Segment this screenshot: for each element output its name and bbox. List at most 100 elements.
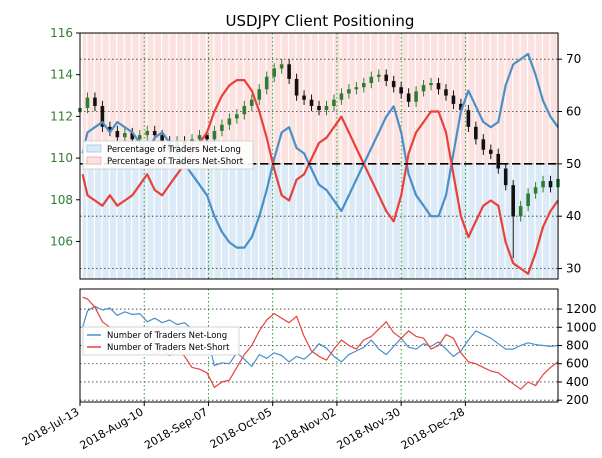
net-long-fill-slice xyxy=(296,163,303,279)
net-short-fill-slice xyxy=(184,33,191,164)
net-long-fill-slice xyxy=(139,163,147,279)
net-long-fill-slice xyxy=(154,163,161,279)
chart-title: USDJPY Client Positioning xyxy=(226,12,415,30)
candle-body xyxy=(264,76,269,90)
net-short-fill-slice xyxy=(117,33,124,164)
net-long-fill-slice xyxy=(229,163,236,279)
sentiment-tick-label: 40 xyxy=(566,209,581,223)
net-long-fill-slice xyxy=(490,163,498,279)
candle-body xyxy=(518,206,523,217)
net-short-fill-slice xyxy=(311,33,318,164)
net-short-fill-slice xyxy=(147,33,154,164)
net-long-fill-slice xyxy=(326,163,333,279)
net-short-fill-slice xyxy=(550,33,557,164)
net-short-fill-slice xyxy=(214,33,221,164)
net-long-fill-slice xyxy=(102,163,109,279)
net-long-percentage-line xyxy=(81,52,559,249)
price-tick-label: 106 xyxy=(50,234,73,248)
net-long-fill-slice xyxy=(281,163,288,279)
trader-count-tick-label: 1200 xyxy=(566,302,597,316)
candle-body xyxy=(160,135,164,142)
net-short-fill-slice xyxy=(319,33,326,164)
price-tick-label: 108 xyxy=(50,193,73,207)
net-long-fill-slice xyxy=(147,163,154,279)
net-long-fill-slice xyxy=(274,163,281,279)
net-short-fill-slice xyxy=(431,33,438,164)
legend-label-net-long: Percentage of Traders Net-Long xyxy=(107,145,241,155)
x-tick-label: 2018-Oct-05 xyxy=(208,405,274,451)
net-short-fill-slice xyxy=(199,33,206,164)
net-short-fill-slice xyxy=(206,33,214,164)
candle-body xyxy=(123,133,127,138)
net-short-fill-slice xyxy=(348,33,356,164)
candle-body xyxy=(548,181,553,188)
net-short-fill-slice xyxy=(423,33,430,164)
candle-body xyxy=(399,87,403,94)
net-short-fill-slice xyxy=(438,33,445,164)
candle-body xyxy=(414,91,418,102)
top-legend-box xyxy=(82,140,254,170)
net-short-fill-slice xyxy=(304,33,311,164)
net-long-fill-slice xyxy=(184,163,191,279)
x-tick-label: 2018-Sep-07 xyxy=(142,405,210,452)
net-long-fill-slice xyxy=(221,163,229,279)
net-short-fill-slice xyxy=(87,33,94,164)
price-tick-label: 112 xyxy=(50,109,73,123)
net-short-fill-slice xyxy=(169,33,176,164)
candle-body xyxy=(459,103,463,111)
net-short-fill-slice xyxy=(393,33,400,164)
net-short-fill-slice xyxy=(490,33,498,164)
net-short-fill-slice xyxy=(281,33,288,164)
net-short-fill-slice xyxy=(192,33,199,164)
net-short-fill-slice xyxy=(483,33,490,164)
net-long-fill-slice xyxy=(236,163,244,279)
net-short-fill-slice xyxy=(82,33,87,164)
net-long-fill-slice xyxy=(468,163,475,279)
candle-body xyxy=(466,110,471,127)
candle-body xyxy=(488,149,493,154)
bottom-legend: Number of Traders Net-Long Number of Tra… xyxy=(82,326,240,356)
candle-body xyxy=(145,130,150,136)
net-long-fill-slice xyxy=(289,163,296,279)
net-short-fill-slice xyxy=(401,33,408,164)
net-short-fill-slice xyxy=(221,33,229,164)
candle-body xyxy=(93,97,97,106)
net-long-fill-slice xyxy=(520,163,527,279)
net-short-fill-slice xyxy=(371,33,378,164)
net-short-fill-slice xyxy=(408,33,415,164)
net-short-fill-slice xyxy=(124,33,132,164)
x-tick-label: 2018-Dec-28 xyxy=(399,405,467,452)
sentiment-lines xyxy=(81,52,559,275)
net-short-fill-slice xyxy=(109,33,117,164)
net-long-fill-slice xyxy=(177,163,184,279)
legend-label-count-net-long: Number of Traders Net-Long xyxy=(107,331,227,341)
net-short-fill-slice xyxy=(296,33,303,164)
candle-body xyxy=(317,105,321,111)
candle-body xyxy=(332,99,336,106)
x-tick-label: 2018-Aug-10 xyxy=(78,405,146,452)
sentiment-tick-label: 70 xyxy=(566,52,581,66)
candle-body xyxy=(249,99,254,106)
trader-count-tick-label: 1000 xyxy=(566,320,597,334)
net-short-fill-slice xyxy=(498,33,505,164)
candle-body xyxy=(511,185,515,217)
net-long-fill-slice xyxy=(550,163,557,279)
net-short-fill-slice xyxy=(475,33,483,164)
trader-count-tick-label: 400 xyxy=(566,375,589,389)
legend-swatch-net-long xyxy=(86,144,102,153)
net-long-fill-slice xyxy=(117,163,124,279)
candle-body xyxy=(100,105,105,127)
net-long-fill-slice xyxy=(311,163,318,279)
candle-body xyxy=(541,181,545,188)
net-long-fill-slice xyxy=(475,163,483,279)
net-long-fill-slice xyxy=(319,163,326,279)
net-long-fill-slice xyxy=(304,163,311,279)
net-long-fill-slice xyxy=(124,163,132,279)
net-short-fill-slice xyxy=(341,33,348,164)
candle-body xyxy=(257,89,262,100)
candle-body xyxy=(444,89,448,96)
candle-body xyxy=(212,130,217,140)
net-long-fill-slice xyxy=(386,163,393,279)
legend-label-net-short: Percentage of Traders Net-Short xyxy=(107,157,244,167)
net-short-fill-slice xyxy=(274,33,281,164)
